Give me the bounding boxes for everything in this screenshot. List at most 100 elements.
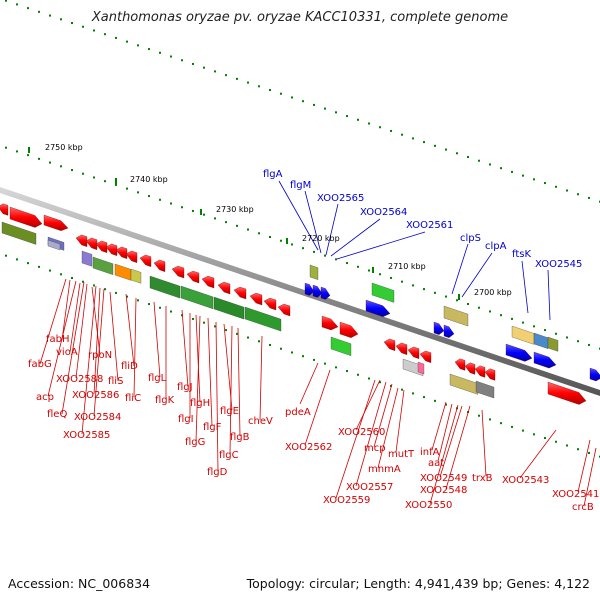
gene-label[interactable]: fliD (121, 361, 138, 372)
gene-block (309, 264, 319, 280)
gene-label[interactable]: mcp (364, 443, 386, 454)
gene-label[interactable]: flgA (263, 169, 283, 180)
gene-label[interactable]: flgH (190, 398, 210, 409)
scale-dot (60, 165, 62, 168)
label-line (481, 409, 487, 477)
gene-label[interactable]: flgC (219, 450, 239, 461)
gene-label[interactable]: XOO2585 (63, 430, 110, 441)
scale-dot (302, 247, 304, 250)
gene-label[interactable]: flgJ (177, 382, 193, 393)
scale-dot (291, 351, 293, 354)
scale-dot (71, 22, 73, 25)
gene-label[interactable]: acp (36, 392, 54, 403)
gene-label[interactable]: fabH (46, 334, 70, 345)
gene-label[interactable]: XOO2560 (338, 427, 385, 438)
red-gene-labels: fabH vioA fabG rpoN XOO2588 acp fliS XOO… (28, 334, 599, 513)
gene-label[interactable]: clpS (460, 233, 481, 244)
gene-label[interactable]: clpA (485, 241, 507, 252)
scale-dot (181, 59, 183, 62)
scale-dot (214, 325, 216, 328)
gene-arrow (505, 343, 533, 362)
scale-dot (181, 206, 183, 209)
scale-dot (324, 107, 326, 110)
gene-arrow (419, 350, 432, 363)
gene-label[interactable]: XOO2545 (535, 259, 582, 270)
gene-label[interactable]: rpoN (88, 350, 112, 361)
gene-label[interactable]: XOO2550 (405, 500, 452, 511)
scale-dot (27, 154, 29, 157)
scale-dot (511, 170, 513, 173)
gene-label[interactable]: flgG (185, 437, 205, 448)
scale-dot (478, 306, 480, 309)
label-line (461, 252, 493, 298)
scale-dot (126, 40, 128, 43)
scale-dot (478, 159, 480, 162)
scale-dot (379, 381, 381, 384)
scale-dot (236, 332, 238, 335)
gene-label[interactable]: XOO2549 (420, 473, 467, 484)
gene-arrow (125, 250, 138, 263)
gene-label[interactable]: flgD (207, 467, 228, 478)
gene-arrow (277, 303, 291, 317)
gene-label[interactable]: crcB (572, 502, 594, 513)
scale-dot (49, 161, 51, 164)
gene-label[interactable]: flgK (155, 395, 175, 406)
scale-dot (434, 144, 436, 147)
gene-label[interactable]: trxB (472, 473, 493, 484)
gene-label[interactable]: XOO2557 (346, 482, 393, 493)
scale-dot (126, 187, 128, 190)
major-tick (372, 267, 374, 273)
gene-label[interactable]: fabG (28, 359, 52, 370)
scale-dot (368, 377, 370, 380)
gene-label[interactable]: XOO2561 (406, 220, 453, 231)
major-tick (28, 147, 30, 153)
scale-dot (93, 284, 95, 287)
gene-label[interactable]: XOO2541 (552, 489, 599, 500)
gene-label[interactable]: fliC (125, 393, 141, 404)
gene-label[interactable]: XOO2559 (323, 495, 370, 506)
gene-label[interactable]: pdeA (285, 407, 311, 418)
gene-label[interactable]: XOO2548 (420, 485, 467, 496)
gene-label[interactable]: mnmA (368, 464, 401, 475)
gene-block (443, 305, 469, 327)
gene-label[interactable]: fliS (108, 376, 123, 387)
gene-label[interactable]: XOO2562 (285, 442, 332, 453)
gene-label[interactable]: XOO2564 (360, 207, 407, 218)
gene-block (533, 332, 549, 349)
gene-label[interactable]: cheV (248, 416, 273, 427)
label-line (229, 325, 233, 455)
label-line (93, 288, 105, 417)
gene-label[interactable]: flgB (230, 432, 250, 443)
gene-label[interactable]: flgF (203, 422, 222, 433)
gene-label[interactable]: fleQ (47, 409, 67, 420)
scale-dot (192, 209, 194, 212)
gene-label[interactable]: aat (428, 458, 444, 469)
gene-label[interactable]: flgE (220, 406, 239, 417)
gene-label[interactable]: infA (420, 447, 440, 458)
gene-label[interactable]: flgL (148, 373, 167, 384)
gene-arrow (105, 243, 118, 256)
label-line (395, 389, 405, 453)
gene-label[interactable]: XOO2586 (72, 390, 119, 401)
scale-dot (280, 92, 282, 95)
gene-label[interactable]: XOO2584 (74, 412, 121, 423)
blue-gene-labels: flgA flgM XOO2565 XOO2564 XOO2561 clpS c… (263, 169, 582, 270)
gene-arrow (153, 259, 166, 272)
scale-dot (38, 157, 40, 160)
scale-dot (445, 403, 447, 406)
gene-label[interactable]: XOO2588 (56, 374, 103, 385)
gene-label[interactable]: flgI (178, 414, 194, 425)
gene-label[interactable]: vioA (56, 347, 78, 358)
gene-label[interactable]: mutT (388, 449, 415, 460)
gene-label[interactable]: XOO2565 (317, 193, 364, 204)
scale-label: 2700 kbp (474, 288, 512, 297)
scale-dot (423, 141, 425, 144)
gene-label[interactable]: XOO2543 (502, 475, 549, 486)
scale-dot (214, 217, 216, 220)
gene-label[interactable]: flgM (290, 180, 311, 191)
scale-dot (236, 224, 238, 227)
gene-features (0, 203, 600, 405)
scale-dot (544, 329, 546, 332)
label-line (451, 243, 469, 295)
gene-label[interactable]: ftsK (512, 249, 531, 260)
